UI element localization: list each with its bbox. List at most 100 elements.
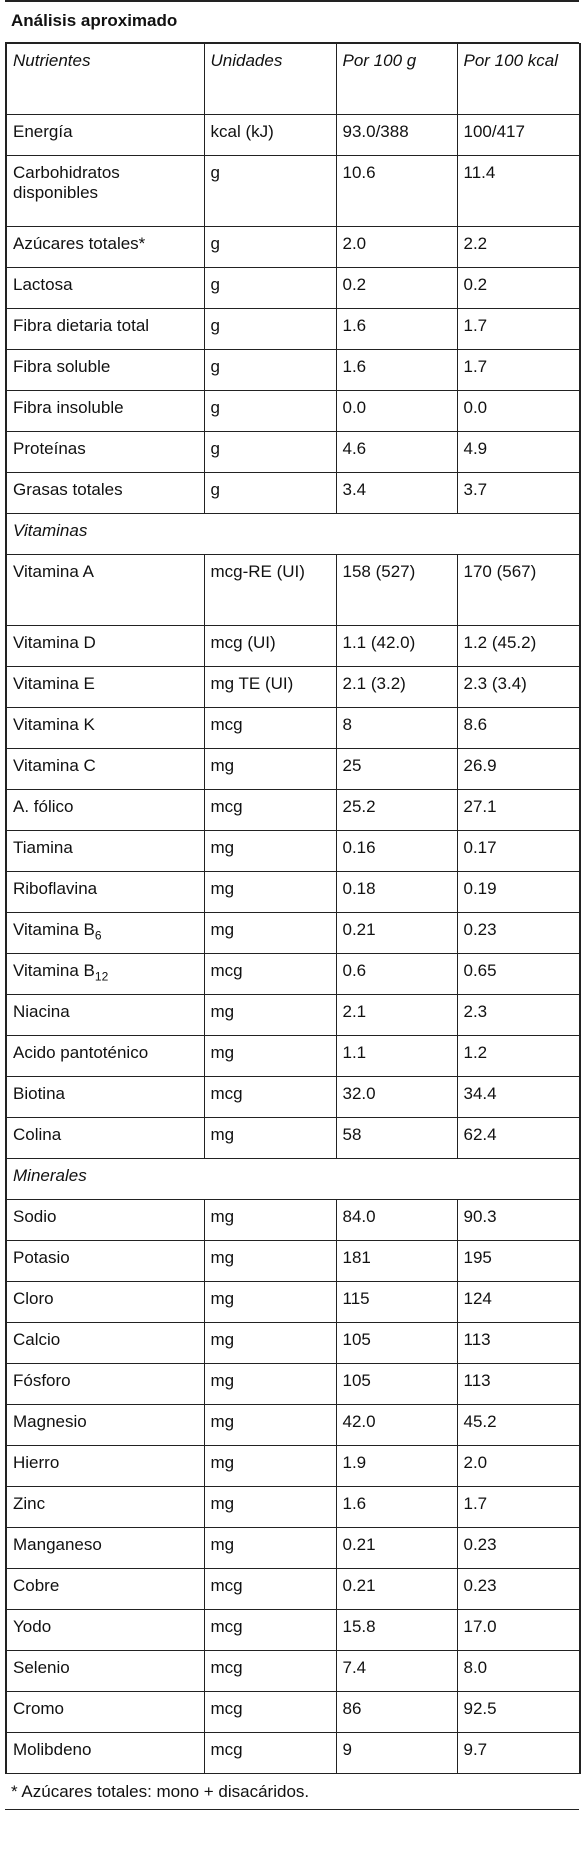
- cell-text: 100/417: [463, 122, 525, 141]
- cell: 58: [335, 1117, 458, 1159]
- cell: 9: [335, 1732, 458, 1774]
- cell: 3.4: [335, 472, 458, 514]
- cell: mg: [203, 1486, 337, 1528]
- cell: mcg: [203, 1691, 337, 1733]
- cell: 3.7: [456, 472, 581, 514]
- cell: 0.0: [335, 390, 458, 432]
- footnote: * Azúcares totales: mono + disacáridos.: [5, 1774, 579, 1810]
- cell: 0.2: [456, 267, 581, 309]
- cell-text: 0.18: [342, 879, 376, 898]
- cell: Vitamina D: [5, 625, 205, 667]
- row: Vitamina B12 mcg 0.6 0.65: [5, 953, 581, 995]
- nutrition-table: Nutrientes Unidades Por 100 g Por 100 kcal E…: [5, 43, 581, 1774]
- cell: 0.2: [335, 267, 458, 309]
- row: Cobre mcg 0.21 0.23: [5, 1568, 581, 1610]
- row: Fibra soluble g 1.6 1.7: [5, 349, 581, 391]
- cell: 32.0: [335, 1076, 458, 1118]
- row: Carbohidratos disponibles g 10.6 11.4: [5, 155, 581, 227]
- cell-text: mg: [210, 879, 235, 898]
- cell-text: mg: [210, 1125, 235, 1144]
- cell-text: Vitamina K: [13, 715, 95, 734]
- cell: 1.2 (45.2): [456, 625, 581, 667]
- row: Niacina mg 2.1 2.3: [5, 994, 581, 1036]
- cell: g: [203, 226, 337, 268]
- cell-text: 158 (527): [342, 562, 416, 581]
- cell: 10.6: [335, 155, 458, 227]
- cell-text: 1.6: [342, 357, 367, 376]
- cell-text: 2.0: [342, 234, 367, 253]
- section-row: Minerales: [5, 1158, 581, 1200]
- row: Riboflavina mg 0.18 0.19: [5, 871, 581, 913]
- cell-text: 2.3: [463, 1002, 488, 1021]
- cell-text: 195: [463, 1248, 492, 1267]
- cell-text: Cromo: [13, 1699, 65, 1718]
- cell-text: 4.9: [463, 439, 488, 458]
- cell-text: mcg: [210, 1740, 243, 1759]
- cell: mcg: [203, 1609, 337, 1651]
- cell-text: mcg: [210, 1576, 243, 1595]
- cell-text: 124: [463, 1289, 492, 1308]
- cell: 90.3: [456, 1199, 581, 1241]
- cell-text: Sodio: [13, 1207, 57, 1226]
- cell: Vitamina K: [5, 707, 205, 749]
- cell: mcg: [203, 1650, 337, 1692]
- cell: mcg-RE (UI): [203, 554, 337, 626]
- cell-text: 0.0: [342, 398, 367, 417]
- cell: 105: [335, 1363, 458, 1405]
- cell-text: 8.0: [463, 1658, 488, 1677]
- cell-text: 86: [342, 1699, 362, 1718]
- cell: 11.4: [456, 155, 581, 227]
- cell-text: Vitamina B: [13, 920, 95, 939]
- cell-text: mg: [210, 920, 235, 939]
- cell-text: Vitamina D: [13, 633, 96, 652]
- cell: Niacina: [5, 994, 205, 1036]
- cell: 113: [456, 1363, 581, 1405]
- cell: Carbohidratos disponibles: [5, 155, 205, 227]
- cell-text: Vitamina C: [13, 756, 96, 775]
- cell: mcg (UI): [203, 625, 337, 667]
- cell-text: mg: [210, 1494, 235, 1513]
- cell: Acido pantoténico: [5, 1035, 205, 1077]
- cell: mcg: [203, 1076, 337, 1118]
- cell: 92.5: [456, 1691, 581, 1733]
- cell-text: 9: [342, 1740, 352, 1759]
- cell: Vitamina A: [5, 554, 205, 626]
- cell: 1.1: [335, 1035, 458, 1077]
- cell: 181: [335, 1240, 458, 1282]
- cell-text: g: [210, 398, 220, 417]
- cell-text: mg: [210, 1535, 235, 1554]
- cell-text: 0.65: [463, 961, 497, 980]
- row: Calcio mg 105 113: [5, 1322, 581, 1364]
- row: Yodo mcg 15.8 17.0: [5, 1609, 581, 1651]
- cell-text: 3.7: [463, 480, 488, 499]
- cell-text: Acido pantoténico: [13, 1043, 149, 1062]
- cell: 34.4: [456, 1076, 581, 1118]
- cell: 115: [335, 1281, 458, 1323]
- cell-text: g: [210, 275, 220, 294]
- cell: 27.1: [456, 789, 581, 831]
- cell-text: 113: [463, 1371, 491, 1390]
- cell: 2.2: [456, 226, 581, 268]
- row: Hierro mg 1.9 2.0: [5, 1445, 581, 1487]
- cell: Tiamina: [5, 830, 205, 872]
- nutrition-panel: Análisis aproximado Nutrientes Unidades Po…: [5, 0, 581, 1810]
- row: Vitamina D mcg (UI) 1.1 (42.0) 1.2 (45.2): [5, 625, 581, 667]
- cell-text: Niacina: [13, 1002, 70, 1021]
- cell: mg TE (UI): [203, 666, 337, 708]
- cell: mcg: [203, 1568, 337, 1610]
- cell-text: 3.4: [342, 480, 367, 499]
- cell: 93.0/388: [335, 114, 458, 156]
- cell-text: Vitamina A: [13, 562, 94, 581]
- cell-text: 1.2: [463, 1043, 488, 1062]
- row: Potasio mg 181 195: [5, 1240, 581, 1282]
- cell: Yodo: [5, 1609, 205, 1651]
- cell: 2.0: [456, 1445, 581, 1487]
- row: Cloro mg 115 124: [5, 1281, 581, 1323]
- cell-text: 25.2: [342, 797, 376, 816]
- row: Sodio mg 84.0 90.3: [5, 1199, 581, 1241]
- header-cell: Unidades: [203, 43, 337, 115]
- cell-text: mg: [210, 1002, 235, 1021]
- cell: 1.9: [335, 1445, 458, 1487]
- cell-text: 1.1: [342, 1043, 367, 1062]
- cell-text: mg: [210, 756, 235, 775]
